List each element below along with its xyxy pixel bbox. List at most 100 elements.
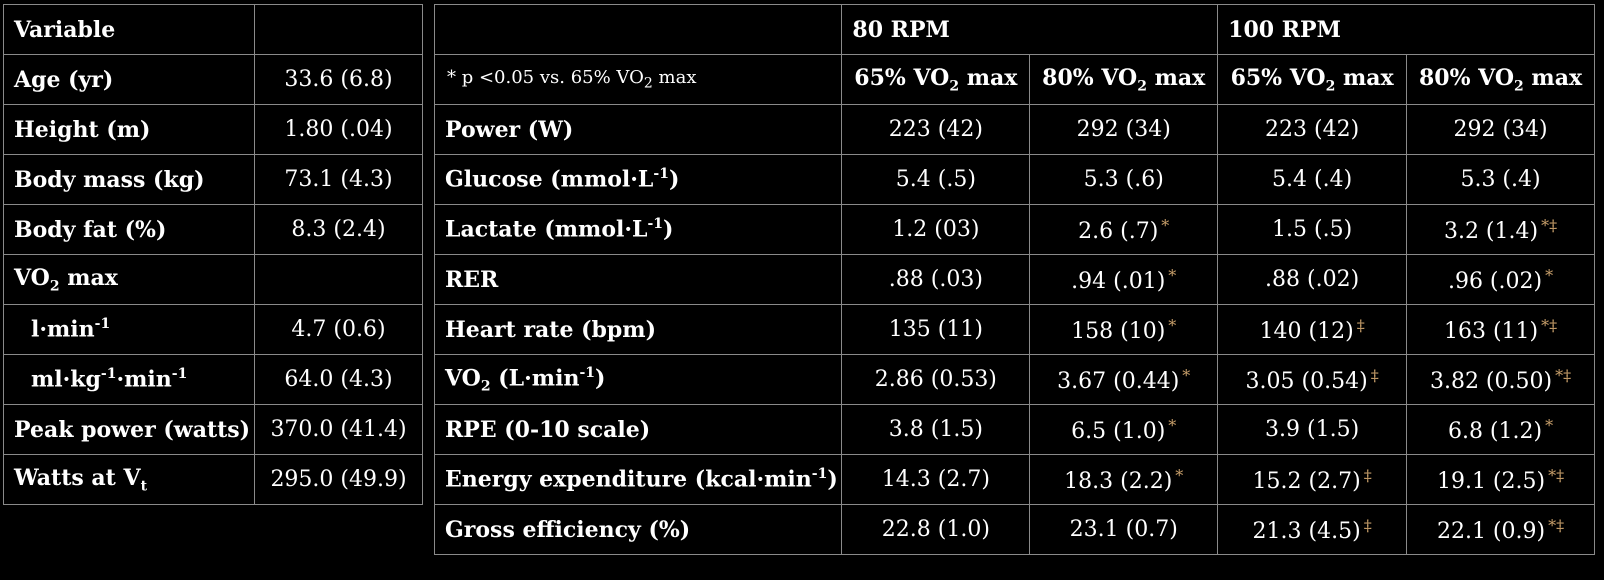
cell-value: 5.4 (.5): [895, 167, 976, 192]
cell-value: 135 (11): [888, 317, 983, 342]
cell-value: 21.3 (4.5): [1252, 518, 1361, 544]
cell-value: 23.1 (0.7): [1069, 517, 1178, 542]
data-cell: 21.3 (4.5) ‡: [1217, 504, 1408, 555]
row-label: Body fat (%): [3, 204, 255, 255]
column-header: 80% VO2 max: [1406, 54, 1595, 105]
data-cell: .88 (.03): [841, 254, 1031, 305]
cell-value: 223 (42): [888, 117, 983, 142]
participant-characteristics-table: Variable Age (yr) 33.6 (6.8) Height (m) …: [3, 4, 423, 505]
cell-value: 2.6 (.7): [1078, 218, 1159, 244]
exercise-response-body: Power (W) 223 (42) 292 (34) 223 (42) 292 (34…: [433, 104, 1595, 555]
row-value: 73.1 (4.3): [254, 154, 423, 205]
significance-marker: *: [1168, 315, 1177, 335]
variable-header: Variable: [3, 4, 255, 55]
table-row: l·min-1 4.7 (0.6): [3, 304, 423, 355]
value-header: [254, 4, 423, 55]
significance-marker: *: [1545, 265, 1554, 285]
cell-value: 2.86 (0.53): [874, 367, 997, 392]
cell-value: 140 (12): [1259, 318, 1354, 344]
cell-value: 3.82 (0.50): [1429, 368, 1553, 394]
data-cell: 23.1 (0.7): [1029, 504, 1219, 555]
data-cell: 22.1 (0.9) *‡: [1406, 504, 1595, 555]
data-cell: .88 (.02): [1217, 254, 1408, 305]
cell-value: 18.3 (2.2): [1064, 468, 1173, 494]
column-header-row: * p <0.05 vs. 65% VO2 max 65% VO2 max 80…: [433, 54, 1595, 105]
data-cell: .96 (.02) *: [1406, 254, 1595, 305]
cell-value: 292 (34): [1453, 117, 1548, 142]
data-cell: 292 (34): [1406, 104, 1595, 155]
cell-value: .94 (.01): [1071, 268, 1166, 294]
data-cell: 14.3 (2.7): [841, 454, 1031, 505]
significance-note: * p <0.05 vs. 65% VO2 max: [433, 54, 843, 105]
data-cell: 3.67 (0.44) *: [1029, 354, 1219, 405]
table-row: Gross efficiency (%) 22.8 (1.0) 23.1 (0.7)…: [433, 504, 1595, 555]
significance-marker: *‡: [1541, 215, 1558, 235]
cell-value: 3.2 (1.4): [1443, 218, 1539, 244]
cell-value: 6.5 (1.0): [1071, 418, 1166, 444]
column-header: 65% VO2 max: [841, 54, 1031, 105]
cell-value: 14.3 (2.7): [881, 467, 990, 492]
data-cell: 18.3 (2.2) *: [1029, 454, 1219, 505]
data-cell: 2.6 (.7) *: [1029, 204, 1219, 255]
row-label: Lactate (mmol·L-1): [433, 204, 843, 255]
cell-value: .88 (.03): [888, 267, 983, 292]
significance-marker: *: [1168, 415, 1177, 435]
row-value: [254, 254, 423, 305]
significance-marker: *: [1161, 215, 1170, 235]
row-label: Body mass (kg): [3, 154, 255, 205]
table-row: Peak power (watts) 370.0 (41.4): [3, 404, 423, 455]
row-value: 8.3 (2.4): [254, 204, 423, 255]
significance-marker: *: [1182, 365, 1191, 385]
cell-value: .88 (.02): [1265, 267, 1360, 292]
exercise-response-table: 80 RPM 100 RPM * p <0.05 vs. 65% VO2 max…: [433, 4, 1595, 555]
table-row: Age (yr) 33.6 (6.8): [3, 54, 423, 105]
cell-value: 22.8 (1.0): [881, 517, 990, 542]
data-cell: 163 (11) *‡: [1406, 304, 1595, 355]
data-cell: 292 (34): [1029, 104, 1219, 155]
row-label: VO2 (L·min-1): [433, 354, 843, 405]
table-row: Height (m) 1.80 (.04): [3, 104, 423, 155]
significance-marker: *‡: [1548, 465, 1565, 485]
row-value: 33.6 (6.8): [254, 54, 423, 105]
data-cell: 19.1 (2.5) *‡: [1406, 454, 1595, 505]
data-cell: 6.8 (1.2) *: [1406, 404, 1595, 455]
table-row: Watts at Vt 295.0 (49.9): [3, 454, 423, 505]
table-row: Variable: [3, 4, 423, 55]
cell-value: 5.4 (.4): [1272, 167, 1353, 192]
row-label: l·min-1: [3, 304, 255, 355]
group-header-100rpm: 100 RPM: [1217, 4, 1595, 55]
significance-marker: ‡: [1363, 465, 1372, 485]
significance-marker: *‡: [1548, 515, 1565, 535]
cell-value: 15.2 (2.7): [1252, 468, 1361, 494]
corner-cell: [433, 4, 843, 55]
data-cell: 15.2 (2.7) ‡: [1217, 454, 1408, 505]
data-cell: 5.4 (.4): [1217, 154, 1408, 205]
data-cell: .94 (.01) *: [1029, 254, 1219, 305]
significance-marker: *: [1175, 465, 1184, 485]
table-row: VO2 max: [3, 254, 423, 305]
significance-marker: *‡: [1555, 365, 1572, 385]
significance-marker: ‡: [1356, 315, 1365, 335]
row-label: Height (m): [3, 104, 255, 155]
group-header-row: 80 RPM 100 RPM: [433, 4, 1595, 55]
data-cell: 1.2 (03): [841, 204, 1031, 255]
cell-value: 6.8 (1.2): [1447, 418, 1543, 444]
row-label: RPE (0-10 scale): [433, 404, 843, 455]
significance-marker: ‡: [1363, 515, 1372, 535]
table-row: Heart rate (bpm) 135 (11) 158 (10) * 140 (12…: [433, 304, 1595, 355]
cell-value: 19.1 (2.5): [1436, 468, 1546, 494]
data-cell: 5.3 (.4): [1406, 154, 1595, 205]
cell-value: 158 (10): [1071, 318, 1166, 344]
cell-value: 5.3 (.4): [1460, 167, 1541, 192]
data-cell: 223 (42): [841, 104, 1031, 155]
cell-value: 3.8 (1.5): [888, 417, 983, 442]
data-cell: 223 (42): [1217, 104, 1408, 155]
row-label: ml·kg-1·min-1: [3, 354, 255, 405]
data-cell: 1.5 (.5): [1217, 204, 1408, 255]
data-cell: 5.4 (.5): [841, 154, 1031, 205]
row-value: 370.0 (41.4): [254, 404, 423, 455]
cell-value: 3.05 (0.54): [1245, 368, 1368, 394]
table-row: VO2 (L·min-1) 2.86 (0.53) 3.67 (0.44) * 3.05…: [433, 354, 1595, 405]
cell-value: 1.5 (.5): [1272, 217, 1353, 242]
table-row: Lactate (mmol·L-1) 1.2 (03) 2.6 (.7) * 1.5 (…: [433, 204, 1595, 255]
